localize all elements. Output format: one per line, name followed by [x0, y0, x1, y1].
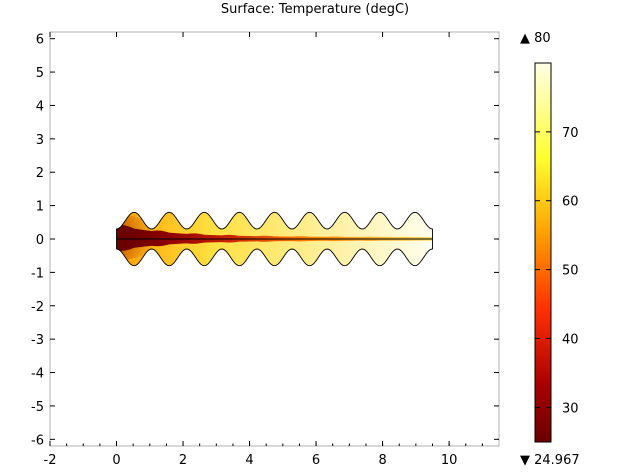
colorbar-tick-label: 40: [562, 332, 579, 347]
x-tick-label: -2: [44, 453, 57, 468]
y-tick-label: 1: [36, 200, 44, 215]
colorbar-min-label: ▼ 24.967: [520, 453, 580, 468]
y-tick-label: 4: [36, 99, 44, 114]
x-tick-label: 4: [245, 453, 253, 468]
y-tick-label: -5: [31, 400, 44, 415]
x-tick-label: 0: [112, 453, 120, 468]
colorbar-gradient: [534, 62, 552, 443]
chart-title: Surface: Temperature (degC): [220, 2, 410, 17]
x-tick-label: 10: [441, 453, 458, 468]
y-tick-label: 2: [36, 166, 44, 181]
colorbar-tick-label: 50: [562, 264, 579, 279]
inlet-hot-zone: [116, 213, 157, 261]
y-tick-label: -3: [31, 333, 44, 348]
colorbar-max-label: ▲ 80: [520, 31, 551, 46]
x-axis: -2 0 2 4 6 8 10: [44, 32, 483, 468]
colorbar-tick-label: 60: [562, 195, 579, 210]
colorbar-tick-label: 30: [562, 401, 579, 416]
hot-core-band: [116, 225, 433, 251]
y-tick-label: -6: [31, 433, 44, 448]
y-tick-label: 3: [36, 133, 44, 148]
y-axis: 6 5 4 3 2 1 0 -1 -2 -3 -4 -5 -6: [31, 33, 499, 448]
y-tick-label: 5: [36, 66, 44, 81]
y-tick-label: -4: [31, 367, 44, 382]
colorbar-tick-label: 70: [562, 126, 579, 141]
y-tick-label: -2: [31, 300, 44, 315]
y-tick-label: 6: [36, 33, 44, 48]
domain-boundary: [116, 211, 433, 267]
x-tick-label: 8: [378, 453, 386, 468]
y-tick-label: 0: [36, 233, 44, 248]
y-tick-label: -1: [31, 266, 44, 281]
x-tick-label: 6: [312, 453, 320, 468]
colorbar: ▲ 80 70 60 50 40 30 ▼ 24.967: [520, 31, 580, 468]
colorbar-ticks: 70 60 50 40 30: [535, 126, 579, 416]
x-tick-label: 2: [179, 453, 187, 468]
